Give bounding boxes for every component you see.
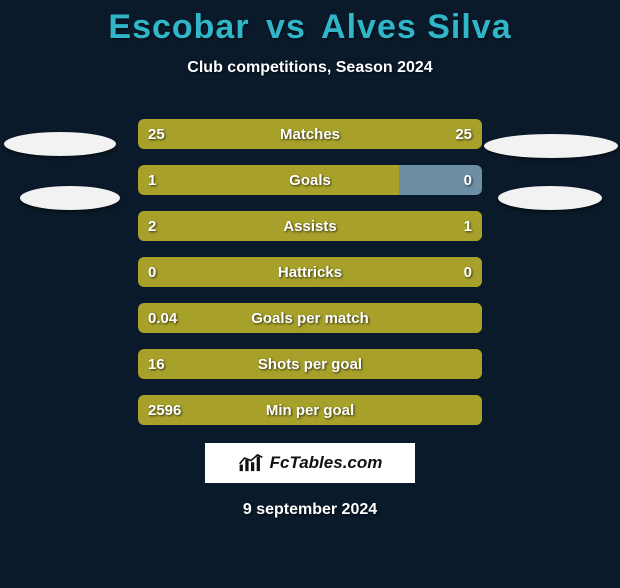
- date-footer: 9 september 2024: [0, 501, 620, 519]
- stat-label: Hattricks: [138, 257, 482, 287]
- stat-label: Goals per match: [138, 303, 482, 333]
- stat-label: Goals: [138, 165, 482, 195]
- stats-bars: 25Matches251Goals02Assists10Hattricks00.…: [138, 119, 482, 425]
- watermark-text: FcTables.com: [270, 453, 383, 473]
- subtitle: Club competitions, Season 2024: [0, 59, 620, 77]
- stat-label: Matches: [138, 119, 482, 149]
- comparison-title: Escobar vs Alves Silva: [0, 8, 620, 47]
- decorative-ellipse: [4, 132, 116, 156]
- player1-name: Escobar: [108, 8, 249, 46]
- stat-row: 16Shots per goal: [138, 349, 482, 379]
- decorative-ellipse: [484, 134, 618, 158]
- stat-value-right: 25: [455, 119, 472, 149]
- vs-word: vs: [266, 8, 306, 46]
- watermark-badge: FcTables.com: [205, 443, 415, 483]
- stat-row: 0Hattricks0: [138, 257, 482, 287]
- stat-label: Shots per goal: [138, 349, 482, 379]
- player2-name: Alves Silva: [321, 8, 512, 46]
- stat-label: Assists: [138, 211, 482, 241]
- stat-row: 2596Min per goal: [138, 395, 482, 425]
- stat-value-right: 0: [464, 165, 472, 195]
- decorative-ellipse: [498, 186, 602, 210]
- stat-value-right: 0: [464, 257, 472, 287]
- stat-value-right: 1: [464, 211, 472, 241]
- stat-row: 0.04Goals per match: [138, 303, 482, 333]
- decorative-ellipse: [20, 186, 120, 210]
- stat-row: 25Matches25: [138, 119, 482, 149]
- stat-row: 2Assists1: [138, 211, 482, 241]
- chart-icon: [238, 453, 264, 473]
- stat-row: 1Goals0: [138, 165, 482, 195]
- stat-label: Min per goal: [138, 395, 482, 425]
